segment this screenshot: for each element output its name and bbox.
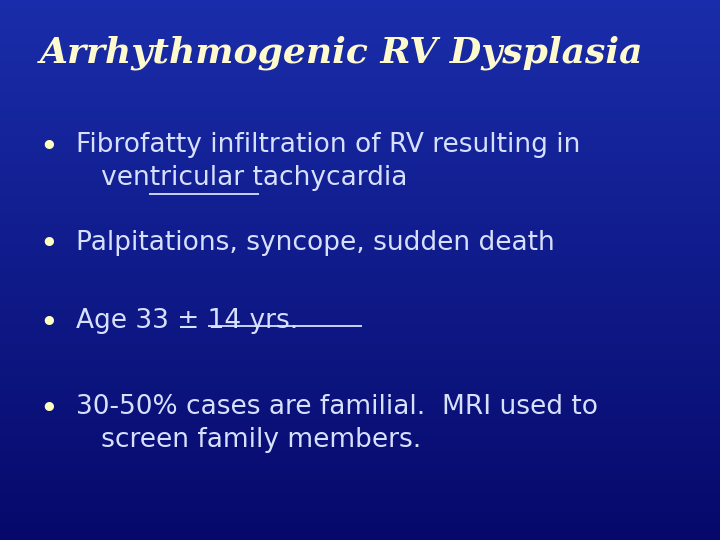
Text: •: • xyxy=(40,132,58,163)
Text: Arrhythmogenic RV Dysplasia: Arrhythmogenic RV Dysplasia xyxy=(40,35,643,70)
Text: •: • xyxy=(40,308,58,339)
Text: Palpitations, syncope, sudden death: Palpitations, syncope, sudden death xyxy=(76,230,554,255)
Text: •: • xyxy=(40,230,58,260)
Text: Fibrofatty infiltration of RV resulting in
   ventricular tachycardia: Fibrofatty infiltration of RV resulting … xyxy=(76,132,580,191)
Text: Age 33 ± 14 yrs.: Age 33 ± 14 yrs. xyxy=(76,308,298,334)
Text: 30-50% cases are familial.  MRI used to
   screen family members.: 30-50% cases are familial. MRI used to s… xyxy=(76,394,598,453)
Text: •: • xyxy=(40,394,58,425)
